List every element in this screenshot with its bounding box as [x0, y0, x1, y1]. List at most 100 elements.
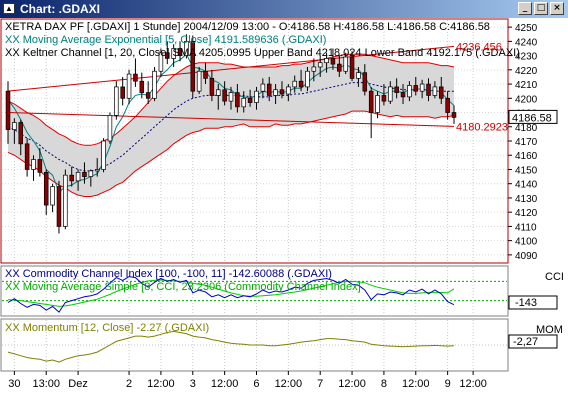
time-axis-label: 12:00 — [402, 378, 430, 390]
price-axis-tick-label: 4230 — [515, 52, 538, 63]
time-axis-label: 3 — [190, 378, 196, 390]
candle — [50, 186, 55, 206]
candle — [311, 66, 317, 72]
price-axis-tick-label: 4240 — [515, 37, 538, 48]
price-axis-tick-label: 4130 — [515, 194, 538, 205]
chart-window-icon: ▲ — [3, 3, 15, 14]
window-titlebar[interactable]: ▲ Chart: .GDAXI _ □ × — [0, 0, 568, 18]
candle — [438, 86, 444, 99]
time-axis-label: 13:00 — [32, 378, 60, 390]
candle — [18, 122, 24, 145]
last-price-value: 4186.58 — [512, 112, 552, 124]
cci-axis-label: CCI — [545, 271, 564, 283]
candle — [88, 170, 94, 177]
candle — [196, 70, 202, 92]
last-price-box: 4186.58 — [508, 109, 558, 124]
candle — [63, 174, 68, 227]
candle — [56, 186, 62, 227]
candle — [317, 62, 323, 68]
price-axis-tick-label: 4120 — [515, 208, 538, 219]
candle — [260, 83, 266, 92]
close-button[interactable]: × — [550, 2, 564, 15]
candle — [139, 80, 145, 93]
candle — [305, 70, 310, 88]
price-axis-tick-label: 4100 — [515, 237, 538, 248]
candle — [432, 86, 438, 96]
price-axis-tick-label: 4250 — [515, 23, 538, 34]
candle — [107, 115, 113, 142]
candle — [356, 72, 361, 79]
candle — [279, 89, 285, 95]
cci-moving-average-line — [7, 279, 455, 307]
candle — [165, 52, 170, 59]
candle — [37, 159, 43, 173]
candle — [337, 63, 342, 72]
window-title: Chart: .GDAXI — [20, 2, 101, 16]
price-legend-line-2: XX Moving Average Exponential [5, Close]… — [5, 34, 326, 46]
price-axis: 4090 4100 4110 4120 4130 4140 4150 4160 4170 4180… — [508, 23, 538, 262]
cci-value-box: -143 — [515, 297, 537, 309]
price-axis-tick-label: 4170 — [515, 137, 538, 148]
momentum-value-box: -2,27 — [513, 336, 538, 348]
candle — [203, 70, 208, 79]
trend-line — [7, 45, 455, 92]
keltner-channel-fill — [8, 54, 454, 197]
candle — [266, 83, 272, 96]
candle — [292, 80, 297, 88]
candle — [75, 171, 81, 182]
time-axis: 30 13:00 Dez 2 12:00 3 12:00 6 12:00 7 12:00 8 12:00… — [8, 371, 487, 390]
lower-line-value-tag: 4180.2923 — [456, 121, 508, 133]
price-axis-tick-label: 4200 — [515, 94, 538, 105]
cci-legend-line-1: XX Commodity Channel Index [100, -100, 1… — [5, 268, 332, 280]
price-legend-line-1: XETRA DAX PF [.GDAXI] 1 Stunde] 2004/12/… — [5, 21, 490, 33]
candle — [228, 92, 234, 102]
candle — [426, 83, 431, 96]
price-axis-tick-label: 4210 — [515, 80, 538, 91]
time-axis-label: 6 — [253, 378, 259, 390]
candle — [120, 86, 125, 99]
time-axis-label: 12:00 — [338, 378, 366, 390]
candle — [177, 48, 183, 56]
minimize-button[interactable]: _ — [518, 2, 532, 15]
maximize-button[interactable]: □ — [534, 2, 548, 15]
price-axis-tick-label: 4140 — [515, 180, 538, 191]
candle — [241, 97, 247, 108]
candle — [43, 171, 49, 206]
candle — [349, 56, 355, 79]
keltner-upper-band — [7, 53, 455, 146]
candle — [222, 89, 227, 102]
price-axis-tick-label: 4220 — [515, 66, 538, 77]
candle — [31, 159, 36, 170]
time-axis-label: 12:00 — [275, 378, 303, 390]
trend-line — [7, 112, 455, 127]
keltner-lower-band — [7, 110, 455, 197]
price-axis-tick-label: 4150 — [515, 165, 538, 176]
candle — [247, 97, 253, 103]
candle — [413, 85, 419, 92]
candle — [158, 52, 164, 72]
candle — [171, 48, 176, 59]
time-axis-label: 12:00 — [211, 378, 239, 390]
upper-line-value-tag: 4236.456 — [456, 41, 502, 53]
cci-panel[interactable]: XX Commodity Channel Index [100, -100, 1… — [0, 265, 509, 317]
candle — [375, 95, 380, 113]
price-axis-tick-label: 4180 — [515, 123, 538, 134]
candle — [5, 90, 11, 130]
candle — [24, 143, 30, 170]
chart-area[interactable]: XETRA DAX PF [.GDAXI] 1 Stunde] 2004/12/… — [0, 18, 568, 402]
momentum-panel[interactable]: XX Momentum [12, Close] -2.27 (.GDAXI) — [0, 318, 509, 372]
time-axis-label: 30 — [8, 378, 20, 390]
candle — [184, 41, 189, 56]
candle — [394, 86, 399, 93]
candle — [343, 56, 348, 72]
price-panel[interactable]: XETRA DAX PF [.GDAXI] 1 Stunde] 2004/12/… — [0, 18, 520, 264]
candle — [126, 73, 132, 99]
candle — [101, 140, 106, 170]
time-axis-label: 12:00 — [147, 378, 175, 390]
candle — [133, 73, 138, 82]
candle — [298, 80, 304, 88]
cci-line — [7, 276, 455, 313]
candle — [209, 78, 215, 96]
candle — [114, 86, 119, 116]
candle — [286, 86, 291, 95]
